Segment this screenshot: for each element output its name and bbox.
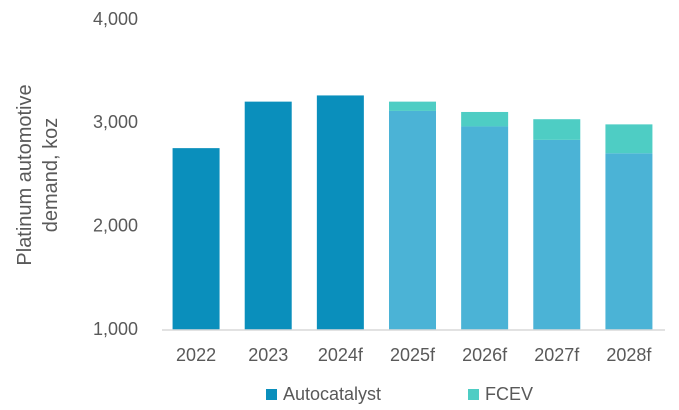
x-tick-label: 2025f bbox=[390, 345, 436, 365]
y-tick-label: 2,000 bbox=[93, 215, 138, 235]
bar-segment bbox=[461, 111, 509, 127]
legend-swatch bbox=[468, 389, 479, 400]
bar-segment bbox=[605, 124, 653, 154]
legend-swatch bbox=[266, 389, 277, 400]
legend-label: FCEV bbox=[485, 384, 533, 404]
x-tick-label: 2023 bbox=[248, 345, 288, 365]
y-tick-label: 1,000 bbox=[93, 319, 138, 339]
bar-segment bbox=[533, 119, 581, 140]
y-tick-label: 4,000 bbox=[93, 9, 138, 29]
y-tick-label: 3,000 bbox=[93, 112, 138, 132]
bar-segment bbox=[172, 148, 220, 330]
bar-segment bbox=[461, 126, 509, 330]
y-axis-label: Platinum automotive demand, koz bbox=[14, 84, 62, 265]
x-tick-label: 2026f bbox=[462, 345, 508, 365]
x-tick-label: 2027f bbox=[534, 345, 580, 365]
bar-segment bbox=[389, 110, 436, 330]
x-tick-label: 2022 bbox=[176, 345, 216, 365]
y-axis-label-line: demand, koz bbox=[40, 118, 62, 233]
bar-segment bbox=[389, 101, 436, 111]
bar-segment bbox=[316, 95, 364, 330]
y-axis-label-line: Platinum automotive bbox=[14, 84, 36, 265]
bar-segment bbox=[244, 101, 292, 330]
x-tick-label: 2028f bbox=[606, 345, 652, 365]
bar-segment bbox=[605, 153, 653, 330]
bar-segment bbox=[533, 139, 581, 330]
legend-label: Autocatalyst bbox=[283, 384, 381, 404]
x-tick-label: 2024f bbox=[318, 345, 364, 365]
